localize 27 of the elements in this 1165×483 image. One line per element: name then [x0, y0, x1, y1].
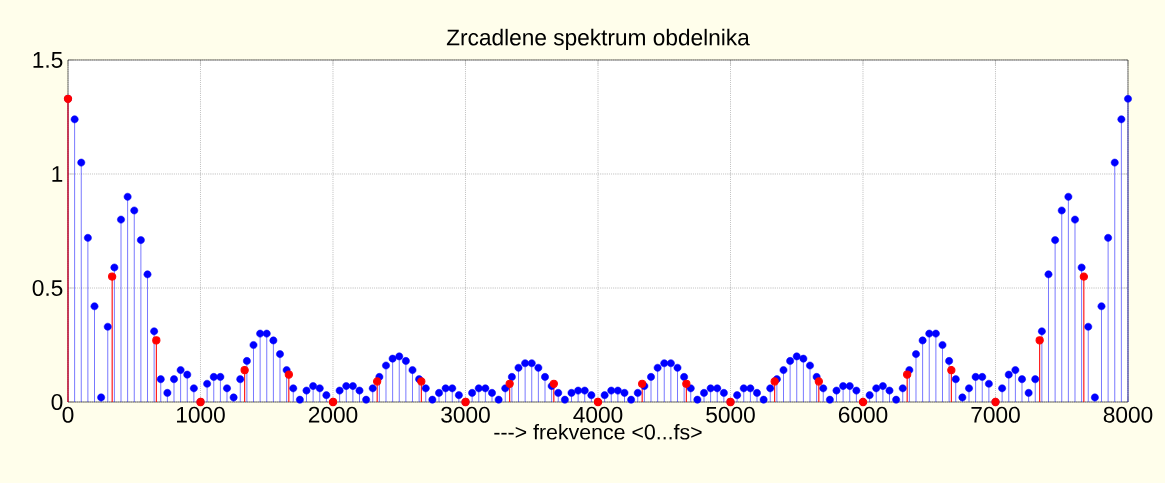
point [1035, 336, 1044, 345]
point [284, 370, 293, 379]
chart-title: Zrcadlene spektrum obdelnika [446, 28, 750, 50]
x-tick-label: 1000 [177, 406, 225, 423]
y-tick-label: 1 [52, 166, 63, 182]
x-tick-label: 2000 [308, 406, 358, 423]
point [240, 365, 249, 375]
x-tick-label: 4000 [573, 406, 623, 423]
point [947, 365, 956, 375]
point [1079, 272, 1088, 281]
point [682, 379, 691, 388]
x-tick-label: 6000 [838, 406, 888, 423]
x-tick-label: 7000 [971, 406, 1020, 423]
y-tick-label: 0 [51, 393, 63, 411]
y-tick-label: 1.5 [33, 52, 63, 68]
point [373, 377, 382, 386]
point [814, 377, 823, 386]
x-tick-label: 3000 [441, 406, 490, 423]
x-tick-label: 5000 [706, 406, 755, 423]
point [152, 336, 161, 345]
x-tick-label: 8000 [1103, 406, 1153, 423]
point [505, 379, 514, 388]
y-tick-label: 0.5 [32, 279, 63, 297]
x-tick-label: 0 [62, 406, 74, 423]
x-axis-title: ---> frekvence <0...fs> [494, 423, 702, 440]
point [108, 272, 117, 281]
point [903, 370, 912, 379]
